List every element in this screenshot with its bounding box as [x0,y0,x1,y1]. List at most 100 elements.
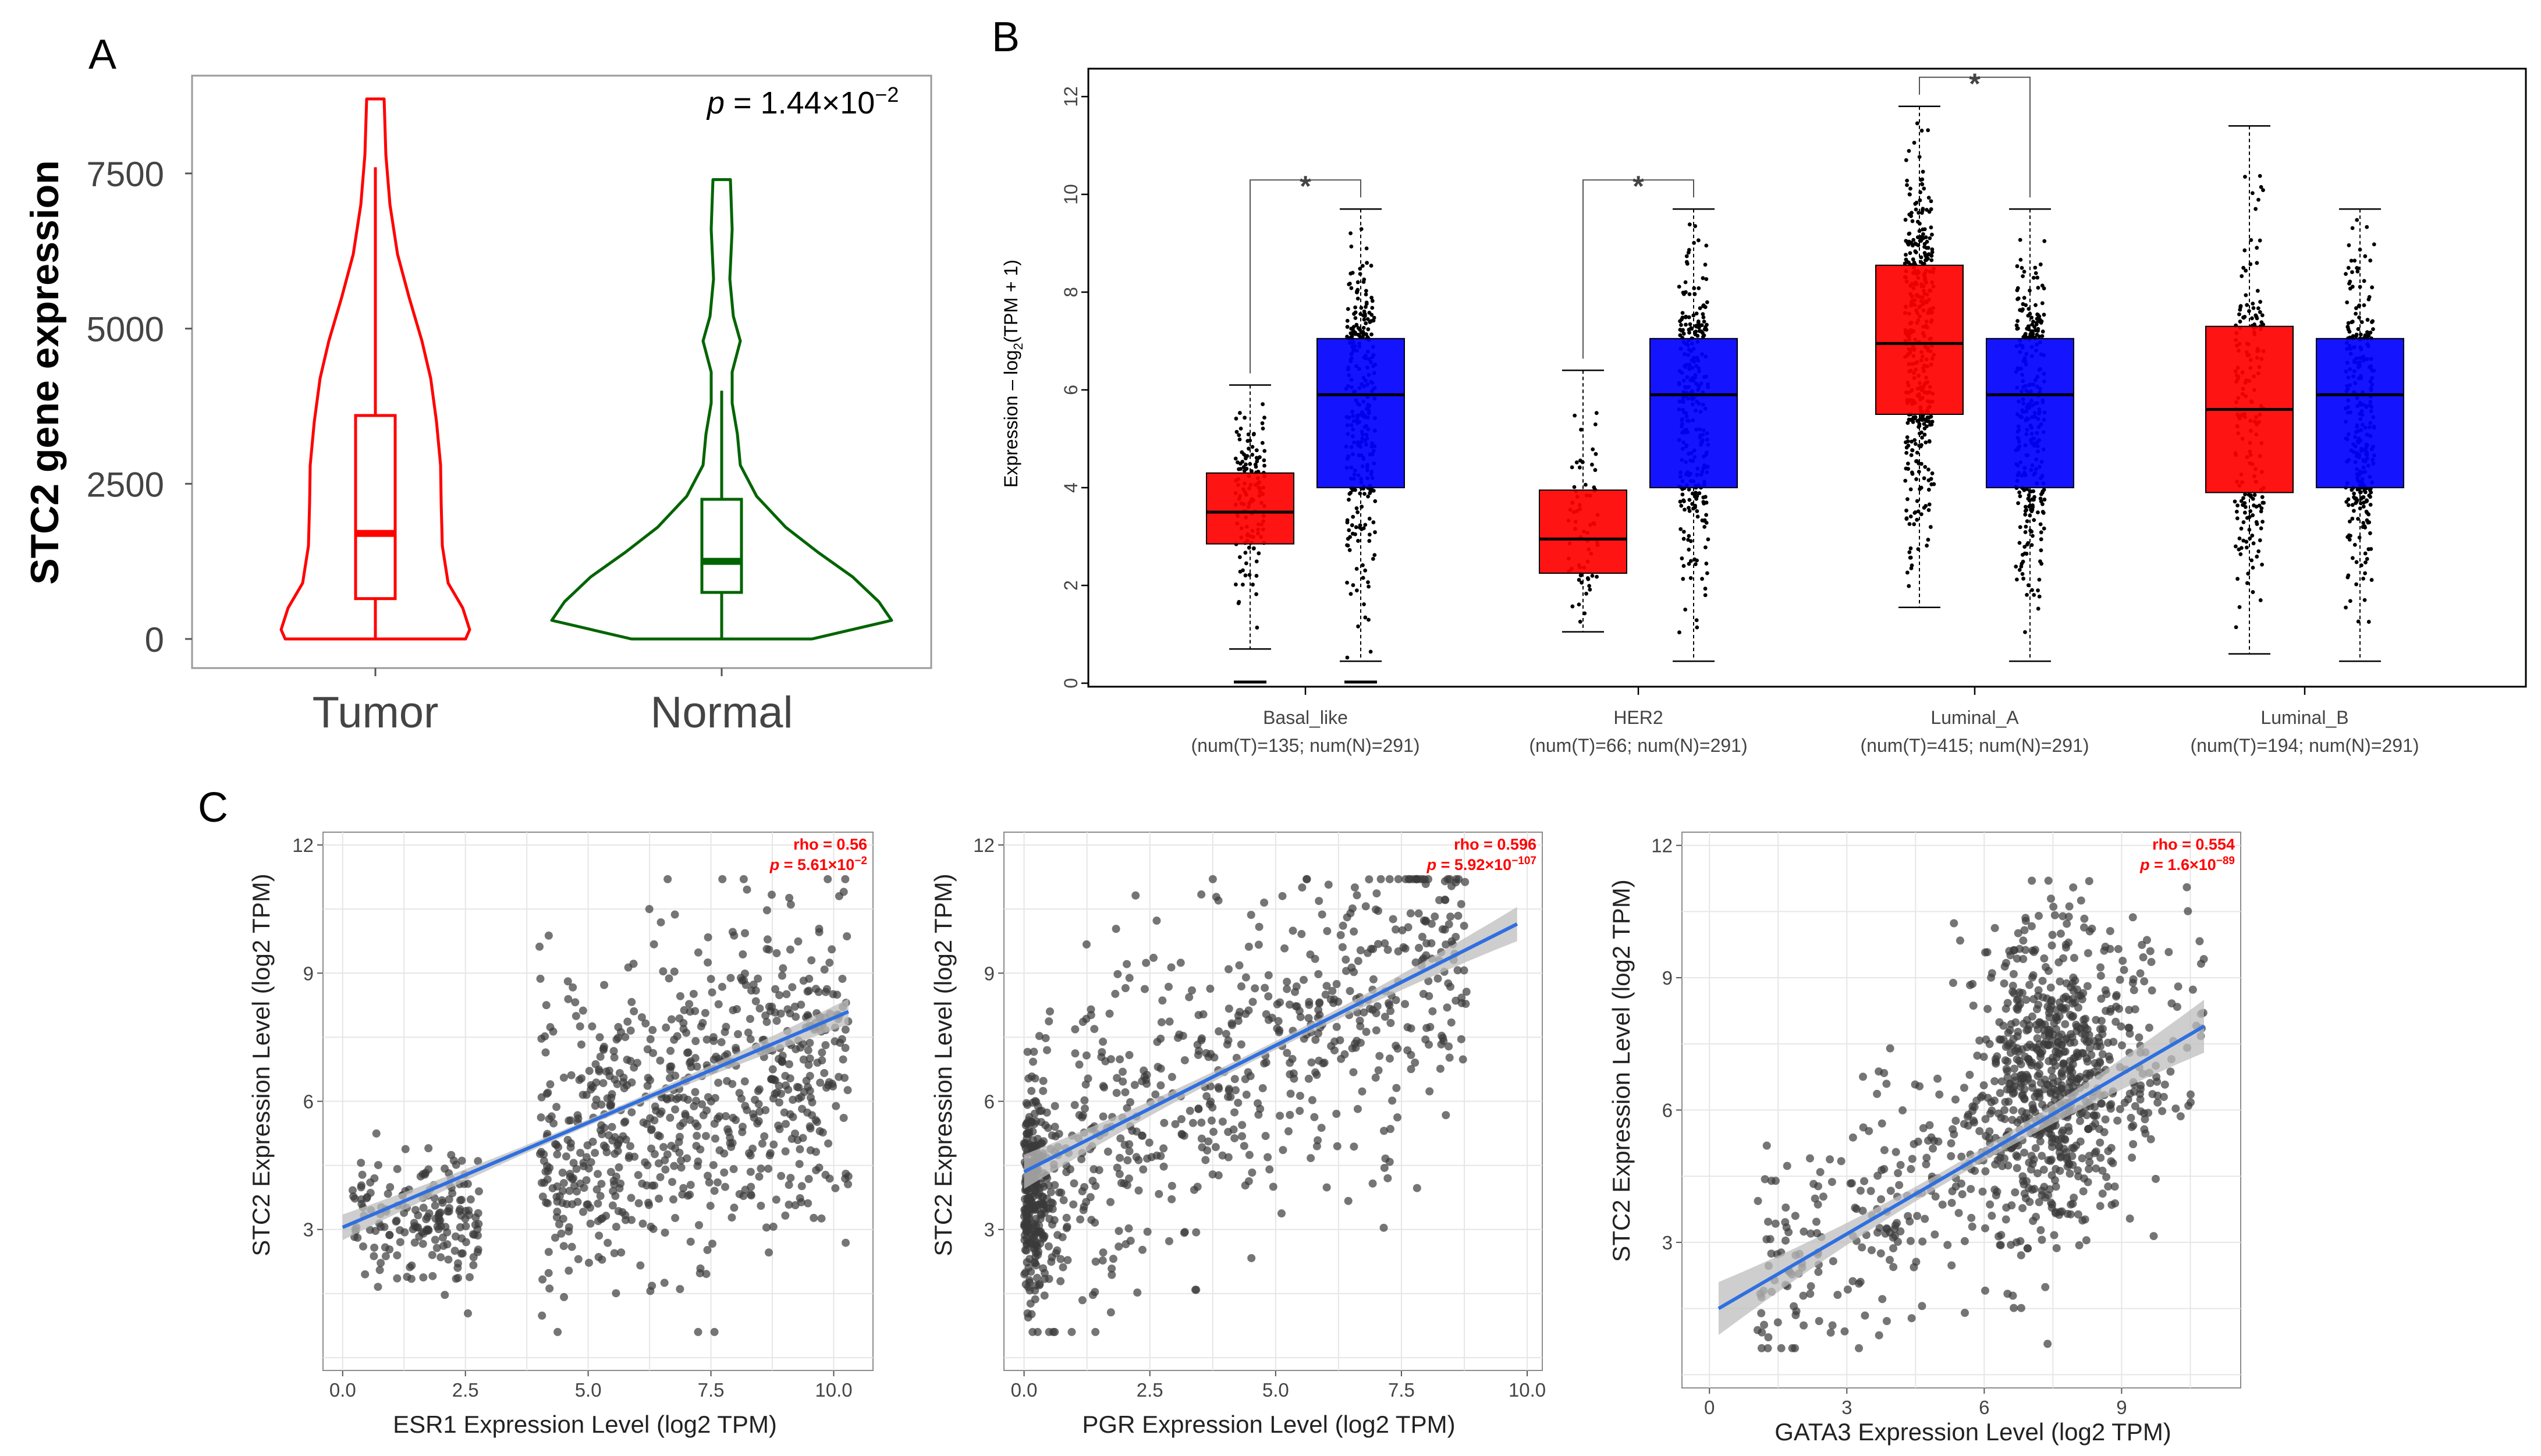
jitter-point [1363,312,1367,316]
scatter-point [2074,1052,2082,1060]
x-tick-label: 5.0 [1262,1379,1289,1401]
jitter-point [2256,549,2260,553]
jitter-point [2036,329,2040,333]
scatter-point [1891,1231,1899,1240]
jitter-point [1912,141,1917,145]
scatter-point [1105,1010,1113,1018]
scatter-point [1308,1096,1316,1105]
scatter-point [785,894,793,902]
scatter-point [1764,1333,1772,1341]
scatter-point [2040,954,2048,963]
scatter-point [645,905,654,913]
scatter-point [2081,1031,2089,1039]
jitter-point [1685,254,1689,258]
tumor-her2-box [1539,490,1627,573]
jitter-point [1904,441,1908,445]
scatter-point [671,911,679,919]
scatter-point [1087,1006,1095,1014]
jitter-point [1372,553,1376,557]
jitter-point [1930,233,1934,237]
scatter-point [1878,1295,1886,1303]
scatter-point [831,1184,839,1192]
scatter-point [2018,1092,2026,1100]
scatter-point [1165,1237,1173,1245]
scatter-point [796,1145,804,1153]
scatter-point [1908,1314,1916,1322]
scatter-point [374,1283,382,1291]
jitter-point [1904,258,1908,262]
scatter-point [1892,1148,1900,1156]
jitter-point [2368,531,2372,535]
scatter-point [1125,1051,1133,1059]
scatter-point [768,891,776,899]
scatter-point [1215,1027,1223,1035]
jitter-point [1918,239,1922,243]
scatter-point [457,1196,466,1204]
scatter-point [370,1244,378,1252]
jitter-point [2033,303,2038,307]
scatter-point [1109,1255,1117,1263]
scatter-point [402,1145,410,1153]
scatter-point [1394,875,1403,883]
scatter-point [1201,1156,1209,1164]
scatter-point [749,1110,757,1118]
jitter-point [1257,551,1261,555]
jitter-point [1909,546,1913,551]
scatter-point [1985,1134,1993,1142]
scatter-point [2064,939,2072,947]
scatter-point [675,1014,683,1022]
y-tick-label: 9 [1662,967,1673,989]
scatter-point [1264,1153,1272,1162]
scatter-point [591,1149,599,1157]
jitter-point [2362,279,2366,283]
scatter-point [431,1236,439,1244]
panel-label-c: C [198,784,228,831]
scatter-point [443,1240,451,1248]
scatter-point [755,1173,763,1181]
scatter-point [609,1202,617,1210]
scatter-point [1413,1184,1421,1192]
scatter-point [560,1293,568,1301]
scatter-point [2043,1340,2052,1348]
scatter-point [2084,982,2092,990]
scatter-point [1028,1205,1036,1213]
scatter-point [747,1182,755,1191]
scatter-point [2080,915,2088,923]
scatter-point [734,1030,742,1038]
jitter-point [1248,573,1252,577]
scatter-point [380,1223,388,1231]
scatter-point [1935,1091,1943,1099]
scatter-point [693,1122,701,1130]
scatter-point [1844,1285,1852,1294]
scatter-point [1167,1195,1176,1203]
scatter-point [844,1086,852,1094]
scatter-point [1392,1042,1400,1050]
scatter-point [1981,1167,1989,1176]
scatter-point [1340,1050,1348,1059]
scatter-point [1158,1018,1166,1027]
scatter-point [1120,1180,1128,1188]
jitter-point [1705,323,1709,327]
scatter-point [2052,1025,2060,1034]
scatter-point [679,1119,687,1127]
jitter-point [1353,306,1357,310]
scatter-point [1427,939,1435,947]
scatter-point [1357,946,1365,954]
jitter-point [1240,460,1244,464]
scatter-point [704,958,712,967]
jitter-point [1254,592,1258,596]
jitter-point [2032,593,2036,597]
scatter-point [720,1169,728,1177]
scatter-point [1815,1317,1823,1325]
scatter-point [1895,1181,1903,1189]
scatter-point [587,1085,595,1093]
y-tick-label: 3 [303,1219,314,1241]
scatter-point [1980,1081,1988,1089]
scatter-point [655,1195,663,1203]
y-tick-label: 3 [1662,1232,1673,1253]
scatter-point [595,1231,603,1240]
jitter-point [1704,593,1708,597]
jitter-point [1573,414,1577,418]
jitter-point [1921,170,1925,174]
scatter-point [692,1142,700,1150]
